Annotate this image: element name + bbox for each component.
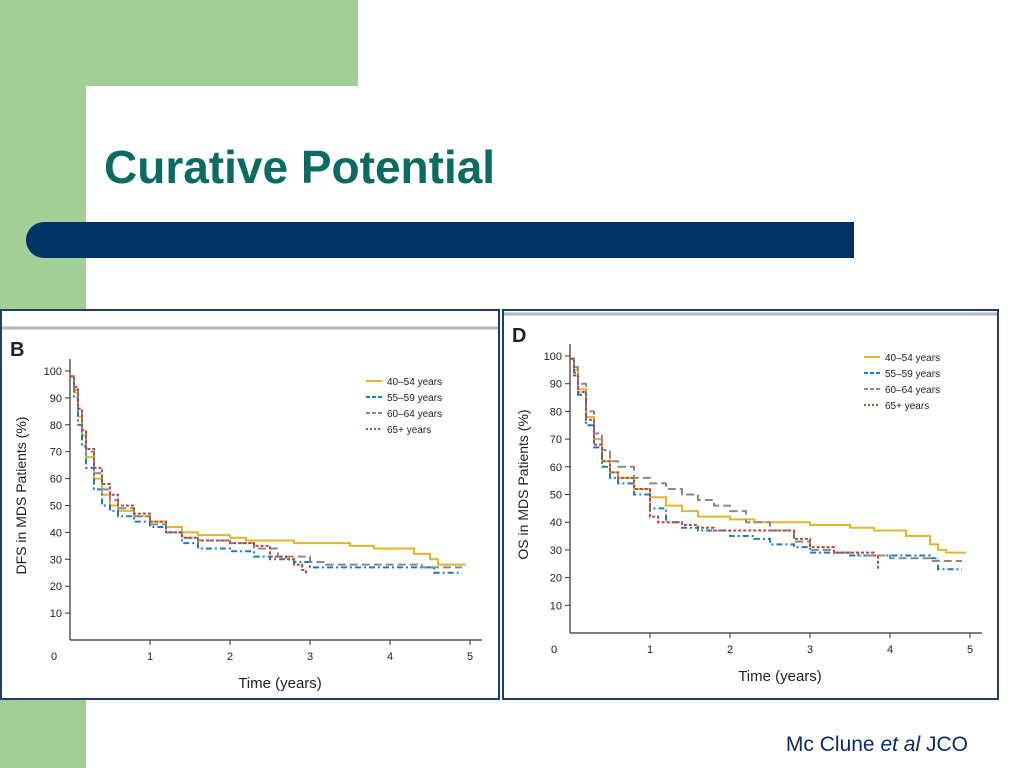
x-tick-label: 1 [147, 651, 153, 663]
legend-entry: 60–64 years [387, 409, 442, 420]
citation-author: Mc Clune [785, 733, 875, 756]
x-tick-label: 5 [467, 651, 473, 663]
y-tick-label: 100 [544, 351, 562, 363]
y-tick-label: 50 [550, 490, 562, 502]
x-tick-label: 4 [387, 651, 393, 663]
series-line-4 [70, 375, 307, 576]
y-tick-label: 30 [550, 545, 562, 557]
chart-panel-b: B 10 20 30 40 50 60 70 80 90 100 0 1 2 3 4 5 Time (years)… [0, 309, 500, 700]
series-line-1 [70, 375, 466, 566]
y-axis-label: DFS in MDS Patients (%) [13, 417, 29, 575]
series-line-2 [70, 375, 462, 574]
y-tick-label: 90 [550, 379, 562, 391]
x-tick-label: 0 [51, 651, 57, 663]
accent-bar-top [0, 0, 358, 86]
legend-entry: 65+ years [885, 401, 929, 412]
y-tick-label: 80 [50, 420, 62, 432]
y-tick-label: 70 [50, 447, 62, 459]
y-tick-label: 40 [50, 527, 62, 539]
legend-entry: 60–64 years [885, 385, 940, 396]
os-chart: D 10 20 30 40 50 60 70 80 90 100 0 1 2 3 4 5 Time (years)… [504, 312, 997, 685]
series-line-3 [70, 375, 462, 569]
legend-entry: 40–54 years [387, 377, 442, 388]
y-tick-label: 70 [550, 434, 562, 446]
y-tick-label: 20 [550, 573, 562, 585]
y-tick-label: 60 [550, 462, 562, 474]
dfs-chart: B 10 20 30 40 50 60 70 80 90 100 0 1 2 3 4 5 Time (years)… [2, 326, 498, 692]
x-tick-label: 3 [307, 651, 313, 663]
x-tick-label: 1 [647, 644, 653, 656]
citation-journal: JCO [926, 733, 968, 756]
x-tick-label: 3 [807, 644, 813, 656]
y-tick-label: 10 [550, 600, 562, 612]
panel-label: B [10, 339, 24, 361]
legend-entry: 40–54 years [885, 353, 940, 364]
y-tick-label: 90 [50, 393, 62, 405]
y-tick-label: 10 [50, 608, 62, 620]
x-axis-label: Time (years) [738, 668, 822, 685]
y-tick-label: 60 [50, 474, 62, 486]
x-axis-label: Time (years) [238, 675, 322, 692]
title-underline-bar [26, 222, 854, 258]
y-tick-label: 20 [50, 581, 62, 593]
legend-entry: 55–59 years [885, 369, 940, 380]
x-tick-label: 4 [887, 644, 893, 656]
series-line-4 [570, 357, 879, 570]
y-axis-label: OS in MDS Patients (%) [515, 409, 531, 559]
y-tick-label: 100 [44, 366, 62, 378]
panel-label: D [512, 325, 526, 347]
legend-entry: 55–59 years [387, 393, 442, 404]
y-tick-label: 30 [50, 554, 62, 566]
slide-title: Curative Potential [104, 141, 496, 193]
x-tick-label: 2 [227, 651, 233, 663]
chart-panel-d: D 10 20 30 40 50 60 70 80 90 100 0 1 2 3 4 5 Time (years)… [502, 309, 999, 700]
legend-entry: 65+ years [387, 425, 431, 436]
citation: Mc Clune et al JCO [786, 733, 968, 757]
x-tick-label: 5 [967, 644, 973, 656]
y-tick-label: 50 [50, 501, 62, 513]
x-tick-label: 2 [727, 644, 733, 656]
x-tick-label: 0 [551, 644, 557, 656]
y-tick-label: 80 [550, 406, 562, 418]
y-tick-label: 40 [550, 517, 562, 529]
citation-etal: et al [880, 733, 921, 756]
